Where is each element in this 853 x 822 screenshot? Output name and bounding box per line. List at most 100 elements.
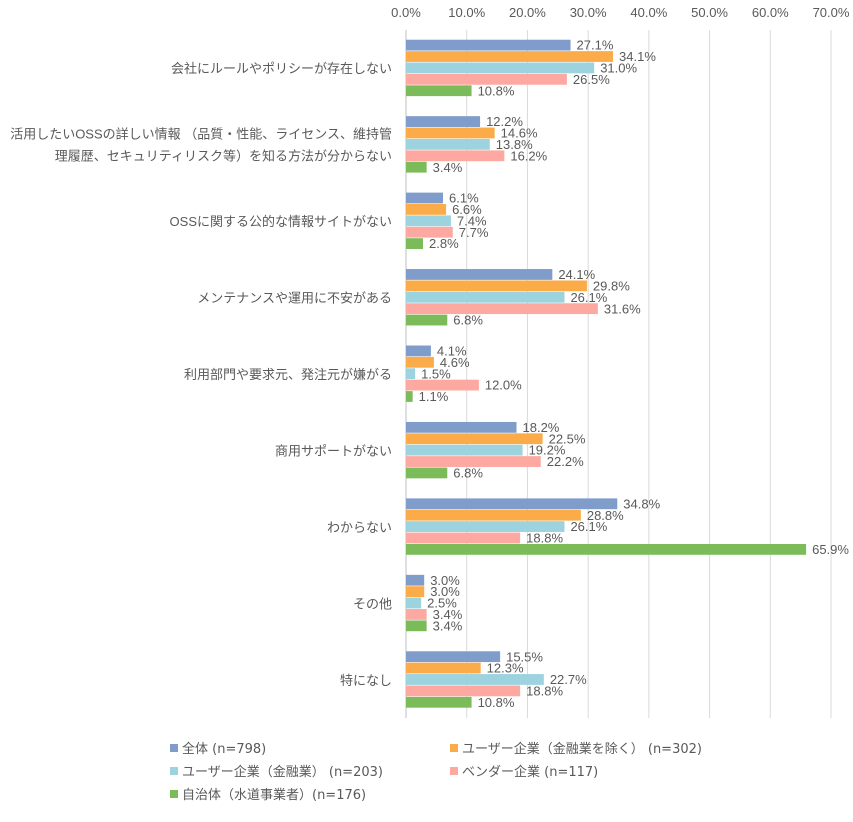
x-tick-label: 50.0% [691,5,728,20]
data-label: 18.8% [526,683,563,698]
bar [406,73,567,85]
data-label: 4.6% [440,355,470,370]
category-label: 理履歴、セキュリティリスク等）を知る方法が分からない [55,149,392,164]
data-label: 29.8% [593,278,630,293]
data-label: 19.2% [529,443,566,458]
data-label: 6.8% [453,313,483,328]
data-label: 18.2% [523,420,560,435]
bar [406,543,807,555]
data-label: 12.2% [486,114,523,129]
legend-item: 全体 (n=798) [170,738,266,757]
x-tick-label: 40.0% [630,5,667,20]
data-label: 12.3% [487,661,524,676]
bar [406,192,444,204]
bar [406,269,553,280]
bar [406,685,521,697]
category-label: 特になし [340,673,392,688]
bar [406,521,565,532]
x-tick-label: 0.0% [391,5,421,20]
bar [406,161,427,173]
bar [406,291,565,303]
category-label: OSSに関する公的な情報サイトがない [170,214,392,229]
data-label: 1.1% [419,389,449,404]
data-label: 34.1% [619,49,656,64]
legend-swatch [170,789,178,798]
legend-swatch [170,743,178,752]
bar [406,116,481,127]
bar [406,444,523,456]
data-label: 1.5% [421,366,451,381]
bar [406,368,416,380]
category-label: 商用サポートがない [275,443,392,458]
data-label: 3.0% [430,573,460,588]
data-label: 26.1% [570,519,607,534]
data-label: 3.0% [430,584,460,599]
bar [406,662,481,674]
bar [406,303,598,315]
data-label: 3.4% [433,160,463,175]
bar [406,597,422,609]
legend-swatch [450,766,458,775]
bar [406,509,581,521]
data-label: 6.1% [449,191,479,206]
bar [406,62,595,74]
legend-label: 自治体（水道事業者）(n=176) [182,788,367,803]
bar [406,51,614,62]
data-label: 15.5% [506,649,543,664]
data-label: 3.4% [433,618,463,633]
legend-label: 全体 (n=798) [182,742,267,757]
bar [406,379,479,391]
bar [406,280,587,292]
data-label: 2.5% [427,596,457,611]
data-label: 10.8% [478,83,515,98]
data-label: 22.2% [547,454,584,469]
bar [406,314,448,326]
data-label: 18.8% [526,531,563,546]
bar [406,696,472,708]
data-label: 22.7% [550,672,587,687]
category-label: メンテナンスや運用に不安がある [197,291,392,306]
data-label: 7.4% [457,213,487,228]
data-label: 6.6% [452,202,482,217]
bar [406,204,447,215]
data-label: 34.8% [623,496,660,511]
x-tick-label: 70.0% [813,5,850,20]
bar [406,345,431,357]
x-tick-label: 10.0% [448,5,485,20]
data-label: 2.8% [429,236,459,251]
bar [406,651,501,663]
bar [406,127,495,139]
data-label: 26.1% [570,290,607,305]
data-label: 4.1% [437,344,467,359]
data-label: 31.0% [600,61,637,76]
bar [406,456,541,467]
data-label: 31.6% [604,301,641,316]
bar [406,85,472,97]
bar [406,620,427,632]
x-tick-label: 20.0% [509,5,546,20]
data-label: 6.8% [453,466,483,481]
bar [406,138,490,150]
x-tick-label: 60.0% [752,5,789,20]
category-label: 会社にルールやポリシーが存在しない [171,61,392,76]
data-label: 24.1% [558,267,595,282]
data-label: 65.9% [812,542,849,557]
legend-swatch [450,743,458,752]
bar-chart: 0.0% 10.0% 20.0% 30.0% 40.0% 50.0% 60.0% 70.0% 会… [10,5,850,718]
legend-swatch [170,766,178,775]
data-label: 27.1% [577,38,614,53]
category-label: 利用部門や要求元、発注元が嫌がる [184,367,392,382]
category-label: その他 [353,596,392,611]
category-label: わからない [327,520,392,535]
bar [406,609,427,620]
legend-item: ユーザー企業（金融業を除く） (n=302) [450,738,702,757]
bar [406,433,543,445]
legend-item: ユーザー企業（金融業） (n=203) [170,761,383,780]
bar [406,467,448,479]
data-label: 16.2% [510,148,547,163]
bar [406,586,425,598]
category-label: 活用したいOSSの詳しい情報 （品質・性能、ライセンス、維持管 [10,127,392,142]
x-tick-label: 30.0% [570,5,607,20]
bar [406,421,517,433]
legend-item: ベンダー企業 (n=117) [450,761,598,780]
